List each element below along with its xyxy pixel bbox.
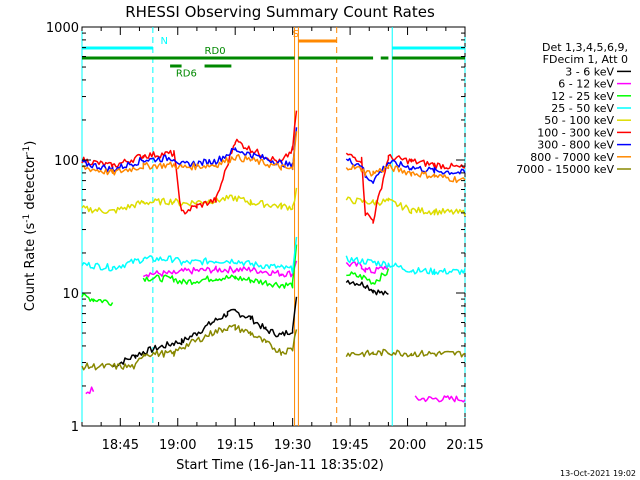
flag-bars: N RD0 RD6 S [82, 29, 465, 79]
x-tick-label-6: 20:15 [446, 438, 483, 453]
flag-label-n: N [161, 36, 168, 47]
legend-entry-1: 6 - 12 keV [558, 78, 614, 91]
legend-entry-8: 7000 - 15000 keV [516, 163, 614, 176]
y-axis-label-part: ) [23, 141, 38, 146]
series-line-3 [81, 236, 466, 276]
y-axis-label: Count Rate (s-1 detector-1) [22, 141, 38, 312]
x-axis: 18:45 19:00 19:15 19:30 19:45 20:00 20:15 [81, 27, 484, 453]
legend-entry-5: 100 - 300 keV [537, 126, 614, 139]
y-tick-label-1: 10 [62, 287, 79, 302]
x-tick-label-3: 19:30 [274, 438, 311, 453]
flag-label-s: S [293, 29, 299, 40]
flag-label-rd0: RD0 [205, 46, 226, 57]
legend-entry-0: 3 - 6 keV [565, 65, 614, 78]
y-tick-label-3: 1000 [46, 21, 79, 36]
y-axis-label-sup: -1 [22, 146, 32, 155]
legend-header-0: Det 1,3,4,5,6,9, [542, 41, 628, 54]
y-axis-label-part: Count Rate (s [23, 223, 38, 312]
series-line-4 [81, 187, 466, 217]
y-axis: 1 10 100 1000 [46, 21, 465, 435]
series-line-1 [85, 260, 466, 403]
y-axis-label-sup: -1 [22, 214, 32, 223]
x-tick-label-4: 19:45 [331, 438, 368, 453]
y-tick-label-0: 1 [71, 420, 79, 435]
x-tick-label-1: 19:00 [159, 438, 196, 453]
vertical-markers [81, 27, 466, 426]
series-line-8 [81, 324, 466, 371]
x-tick-label-0: 18:45 [102, 438, 139, 453]
series-line-0 [112, 279, 389, 369]
legend-header-1: FDecim 1, Att 0 [543, 53, 628, 66]
y-tick-label-2: 100 [54, 154, 79, 169]
series-lines [81, 110, 466, 403]
chart-title: RHESSI Observing Summary Count Rates [125, 3, 435, 21]
plot-frame [81, 26, 466, 427]
x-axis-label: Start Time (16-Jan-11 18:35:02) [176, 458, 384, 473]
series-line-2 [81, 244, 390, 307]
legend-entry-4: 50 - 100 keV [544, 114, 614, 127]
footer-timestamp: 13-Oct-2021 19:02 [560, 469, 636, 478]
x-tick-label-5: 20:00 [389, 438, 426, 453]
y-axis-label-part: detector [23, 154, 38, 214]
flag-label-rd6: RD6 [176, 68, 197, 79]
legend-entry-3: 25 - 50 keV [551, 102, 614, 115]
legend-entry-6: 300 - 800 keV [537, 139, 614, 152]
legend: Det 1,3,4,5,6,9,FDecim 1, Att 03 - 6 keV… [516, 41, 631, 176]
legend-entry-2: 12 - 25 keV [551, 90, 614, 103]
legend-entry-7: 800 - 7000 keV [530, 151, 614, 164]
series-line-7 [81, 131, 466, 184]
x-tick-label-2: 19:15 [216, 438, 253, 453]
